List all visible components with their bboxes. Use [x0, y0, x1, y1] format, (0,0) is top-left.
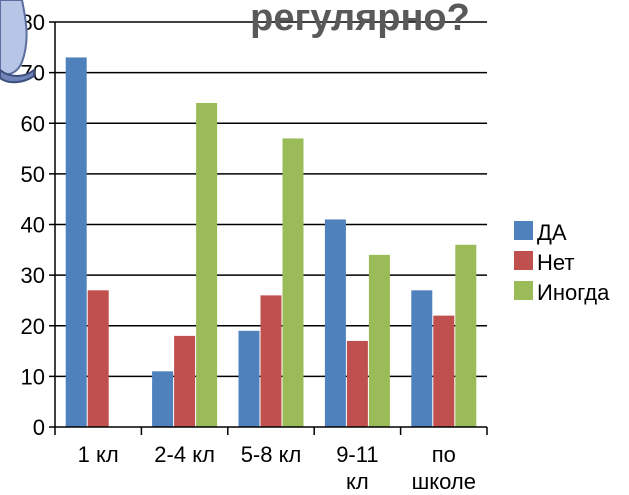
y-tick-label: 20	[21, 314, 45, 339]
bar-3-2	[196, 103, 218, 427]
bar-2-1	[87, 290, 109, 427]
bar-3-3	[282, 138, 304, 427]
y-tick-labels: 01020304050607080	[21, 10, 45, 440]
legend-swatch	[514, 221, 533, 240]
x-tick-label: 5-8 кл	[241, 442, 302, 467]
legend-label: ДА	[537, 220, 567, 245]
bar-2-2	[174, 335, 196, 427]
bar-1-5	[411, 290, 433, 427]
x-tick-labels: 1 кл 2-4 кл 5-8 кл 9-11 кл по школе	[78, 442, 476, 494]
bar-1-4	[324, 219, 346, 427]
legend-label: Нет	[537, 250, 574, 275]
bar-3-5	[455, 244, 477, 427]
x-tick-label: по школе	[412, 442, 476, 494]
bar-1-1	[65, 57, 87, 427]
bar-2-3	[260, 295, 282, 427]
bar-2-5	[433, 315, 455, 427]
bar-2-4	[346, 340, 368, 427]
bar-3-4	[368, 254, 390, 427]
bar-1-2	[152, 371, 174, 427]
x-tick-label: 2-4 кл	[154, 442, 215, 467]
y-tick-label: 10	[21, 364, 45, 389]
legend-label: Иногда	[537, 280, 610, 305]
decorative-figure	[0, 0, 35, 84]
y-tick-label: 50	[21, 162, 45, 187]
x-tick-label: 1 кл	[78, 442, 119, 467]
gridlines	[49, 21, 487, 428]
axes	[54, 22, 488, 435]
bars	[65, 57, 477, 427]
y-tick-label: 30	[21, 263, 45, 288]
y-tick-label: 0	[33, 415, 45, 440]
x-tick-label: 9-11 кл	[336, 442, 378, 494]
y-tick-label: 40	[21, 213, 45, 238]
y-tick-label: 60	[21, 111, 45, 136]
legend-swatch	[514, 251, 533, 270]
bar-1-3	[238, 330, 260, 427]
chart-title: регулярно?	[250, 0, 470, 39]
legend-swatch	[514, 281, 533, 300]
legend: ДА Нет Иногда	[514, 220, 610, 305]
